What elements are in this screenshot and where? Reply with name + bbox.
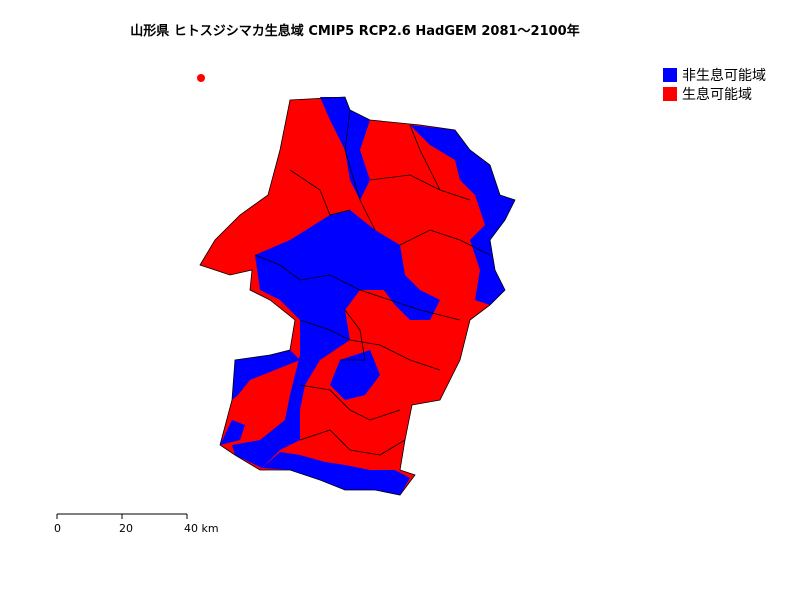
scale-label: 20 bbox=[119, 522, 133, 535]
legend-label: 非生息可能域 bbox=[682, 67, 766, 84]
unsuitable-areas bbox=[220, 97, 515, 495]
scale-bar: 0 20 40 km bbox=[54, 513, 219, 535]
map bbox=[197, 74, 516, 496]
scale-label: 0 bbox=[54, 522, 61, 535]
suitable-area bbox=[200, 97, 515, 495]
scale-label: 40 km bbox=[184, 522, 219, 535]
map-title: 山形県 ヒトスジシマカ生息域 CMIP5 RCP2.6 HadGEM 2081～… bbox=[130, 23, 579, 39]
municipal-borders bbox=[199, 96, 516, 496]
legend-swatch bbox=[663, 68, 677, 82]
island bbox=[197, 74, 205, 82]
legend-label: 生息可能域 bbox=[682, 86, 752, 103]
legend-swatch bbox=[663, 87, 677, 101]
